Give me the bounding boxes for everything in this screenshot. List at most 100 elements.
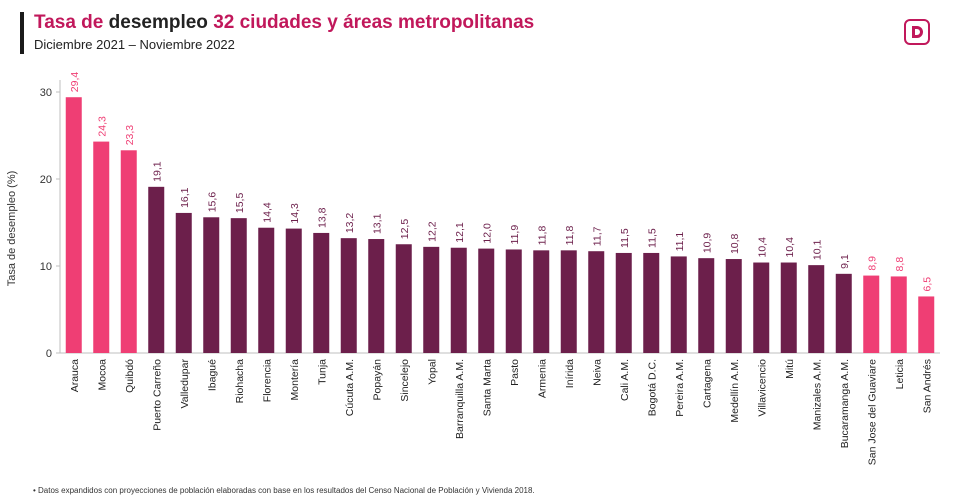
title-part-2: desempleo (108, 12, 214, 33)
y-tick-label: 10 (40, 261, 52, 273)
bar (890, 276, 907, 353)
bar (780, 262, 797, 353)
x-tick-label: Sincelejo (399, 359, 411, 402)
x-tick-label: Montería (289, 359, 301, 401)
bar (725, 259, 742, 353)
bar (423, 246, 440, 353)
x-tick-label: Puerto Carreño (151, 359, 163, 431)
bar-value-label: 12,0 (481, 223, 493, 244)
title-part-3: 32 ciudades y áreas metropolitanas (213, 12, 535, 33)
x-tick-label: Cartagena (701, 359, 713, 408)
x-tick-label: Mitú (784, 359, 796, 379)
bar-value-label: 13,2 (344, 213, 356, 234)
bar-value-label: 11,8 (564, 226, 576, 246)
footnote: • Datos expandidos con proyecciones de p… (33, 486, 535, 495)
x-tick-label: Quibdó (124, 359, 136, 393)
x-tick-label: Cúcuta A.M. (344, 359, 356, 416)
bar-value-label: 12,1 (454, 222, 466, 243)
x-tick-label: Barranquilla A.M. (454, 359, 466, 439)
y-axis-label: Tasa de desempleo (%) (6, 171, 18, 287)
bar-value-label: 14,3 (289, 203, 301, 224)
bar (505, 249, 522, 353)
page-title: Tasa de desempleo 32 ciudades y áreas me… (34, 12, 534, 34)
x-tick-label: Florencia (261, 359, 273, 402)
bar-value-label: 11,9 (509, 225, 521, 245)
bar-value-label: 6,5 (921, 277, 933, 292)
x-tick-label: Neiva (591, 359, 603, 386)
x-tick-label: Bucaramanga A.M. (839, 359, 851, 448)
bar-value-label: 14,4 (261, 202, 273, 223)
x-tick-label: Cali A.M. (619, 359, 631, 401)
x-tick-label: Tunja (316, 359, 328, 385)
x-tick-label: San Andrés (921, 359, 933, 413)
x-tick-label: Popayán (371, 359, 383, 401)
bar (340, 238, 357, 353)
bar (203, 217, 220, 353)
x-tick-label: Ibagué (206, 359, 218, 391)
x-tick-label: Yopal (426, 359, 438, 385)
bar (230, 218, 247, 353)
y-tick-label: 0 (46, 348, 52, 360)
x-tick-label: Villavicencio (756, 359, 768, 417)
bar-value-label: 15,5 (234, 193, 246, 214)
bar-value-label: 11,7 (591, 226, 603, 246)
x-tick-label: Mocoa (96, 359, 108, 391)
bar-value-label: 10,9 (701, 233, 713, 254)
bar-value-label: 16,1 (179, 187, 191, 208)
x-tick-label: Riohacha (234, 359, 246, 404)
bar-value-label: 11,5 (646, 228, 658, 248)
x-tick-label: Manizales A.M. (811, 359, 823, 430)
y-tick-label: 30 (40, 87, 52, 99)
bar (65, 97, 82, 353)
x-tick-label: Pasto (509, 359, 521, 386)
bar-value-label: 13,8 (316, 207, 328, 228)
bar (120, 150, 137, 353)
bar-value-label: 10,4 (756, 237, 768, 258)
subtitle: Diciembre 2021 – Noviembre 2022 (34, 37, 235, 52)
bar (670, 256, 687, 353)
bar (533, 250, 550, 353)
bar (808, 265, 825, 353)
bar-value-label: 8,8 (894, 257, 906, 272)
bar (368, 239, 385, 353)
bar (175, 212, 192, 353)
bar-value-label: 13,1 (371, 213, 383, 234)
bar-value-label: 10,4 (784, 237, 796, 258)
bar (450, 247, 467, 353)
bar (615, 252, 632, 353)
bar-value-label: 29,4 (69, 72, 81, 93)
bar-value-label: 12,2 (426, 221, 438, 242)
bar (258, 227, 275, 353)
y-tick-label: 20 (40, 174, 52, 186)
bar (560, 250, 577, 353)
bar-value-label: 11,8 (536, 226, 548, 246)
bar (918, 296, 935, 353)
x-tick-label: Pereira A.M. (674, 359, 686, 417)
title-accent-bar (20, 12, 24, 54)
x-tick-label: San Jose del Guaviare (866, 359, 878, 465)
bar (478, 248, 495, 353)
x-tick-label: Medellín A.M. (729, 359, 741, 423)
x-tick-label: Armenia (536, 359, 548, 398)
x-tick-label: Arauca (69, 359, 81, 392)
d-logo-icon (904, 19, 930, 45)
bar (753, 262, 770, 353)
x-tick-label: Leticia (894, 359, 906, 390)
bar (148, 186, 165, 353)
bar-value-label: 11,5 (619, 228, 631, 248)
bar-value-label: 12,5 (399, 219, 411, 240)
bar-value-label: 11,1 (674, 232, 686, 252)
bar-value-label: 8,9 (866, 256, 878, 271)
bar (863, 275, 880, 353)
bar-value-label: 24,3 (96, 116, 108, 137)
bar (313, 232, 330, 353)
bar (285, 228, 302, 353)
bar-value-label: 9,1 (839, 254, 851, 269)
bar-value-label: 10,8 (729, 233, 741, 254)
x-tick-label: Inírida (564, 359, 576, 388)
bar-value-label: 19,1 (151, 161, 163, 182)
bar-value-label: 15,6 (206, 192, 218, 213)
bar (588, 251, 605, 353)
x-tick-label: Bogotá D.C. (646, 359, 658, 416)
x-tick-label: Santa Marta (481, 359, 493, 416)
